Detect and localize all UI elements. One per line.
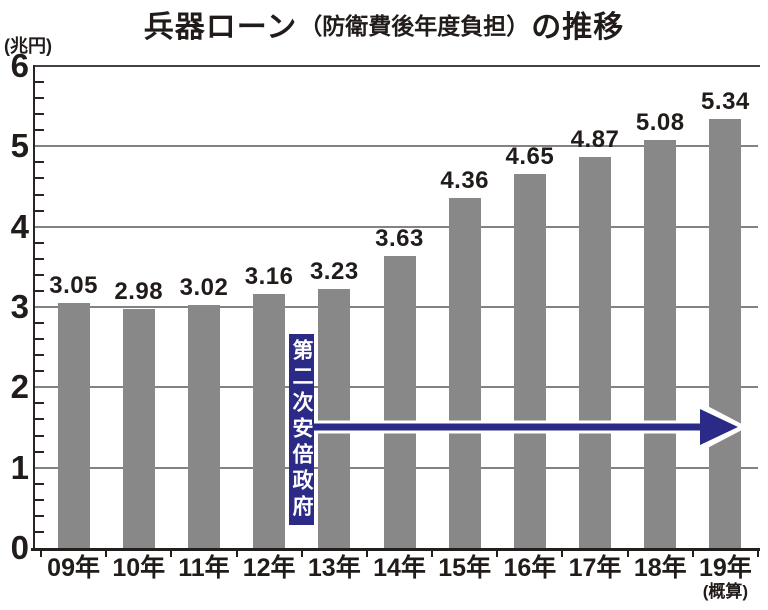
bar — [122, 308, 155, 548]
bar-value-label: 3.23 — [309, 257, 359, 285]
y-axis-unit-label: (兆円) — [4, 36, 52, 56]
chart-title-suffix: の推移 — [531, 11, 625, 44]
x-axis-tick — [626, 551, 629, 557]
x-axis-tick — [431, 551, 434, 557]
bar-value-label: 5.08 — [635, 108, 685, 136]
x-axis-label: 19年 (概算) — [679, 555, 768, 602]
y-axis-label: 0 — [10, 529, 29, 566]
bar-value-label: 2.98 — [114, 277, 164, 305]
y-minor-tick — [35, 193, 44, 196]
bar-value-label: 3.16 — [244, 263, 294, 291]
y-minor-tick — [35, 257, 44, 260]
y-minor-tick — [35, 209, 44, 212]
annotation-abe-government-box: 第二次安倍政府 — [289, 334, 314, 525]
x-axis-label: 10年 — [112, 554, 166, 582]
bar-value-label: 4.65 — [505, 143, 555, 171]
y-minor-tick — [35, 434, 44, 437]
y-axis-line — [33, 65, 35, 551]
y-minor-tick — [35, 97, 44, 100]
x-axis-label: 14年 — [373, 554, 426, 582]
x-axis-label: 15年 — [438, 554, 492, 582]
y-minor-tick — [35, 514, 44, 517]
y-minor-tick — [35, 289, 44, 292]
y-axis-label: 6 — [10, 47, 29, 84]
x-axis-tick — [365, 551, 368, 557]
plot-top-border — [33, 65, 760, 67]
x-axis-tick — [300, 551, 303, 557]
bar-value-label: 3.02 — [179, 274, 229, 302]
timeline-arrow-icon — [314, 401, 744, 453]
bar-value-label: 3.63 — [375, 225, 424, 253]
y-gridline — [35, 225, 758, 228]
bar-value-label: 3.05 — [49, 271, 98, 299]
bar — [513, 174, 546, 548]
x-axis-tick — [40, 551, 42, 557]
y-minor-tick — [35, 129, 44, 132]
y-minor-tick — [35, 177, 44, 180]
x-axis-tick — [496, 551, 499, 557]
chart-title: 兵器ローン （防衛費後年度負担） の推移 — [0, 2, 768, 46]
chart-title-main: 兵器ローン — [143, 11, 298, 44]
bar — [383, 256, 416, 548]
x-axis-line — [31, 548, 760, 551]
y-minor-tick — [35, 241, 44, 244]
y-minor-tick — [35, 338, 44, 341]
bar — [709, 119, 742, 548]
x-axis-label: 09年 — [47, 554, 100, 582]
chart-title-paren: （防衛費後年度負担） — [299, 13, 530, 39]
y-axis-label: 3 — [10, 288, 29, 325]
y-minor-tick — [35, 530, 44, 533]
x-axis-label: 17年 — [568, 554, 622, 582]
y-axis-label: 2 — [10, 368, 29, 406]
y-minor-tick — [35, 273, 44, 276]
x-axis-label-note: (概算) — [702, 582, 749, 601]
y-minor-tick — [35, 81, 44, 84]
y-minor-tick — [35, 113, 44, 116]
bar — [318, 288, 351, 548]
y-minor-tick — [35, 482, 44, 485]
x-axis-label: 11年 — [178, 554, 230, 582]
bar — [187, 305, 220, 548]
x-axis-label: 12年 — [242, 554, 296, 582]
bar-value-label: 5.34 — [701, 88, 750, 116]
y-axis-label: 1 — [10, 448, 29, 486]
y-minor-tick — [35, 354, 44, 357]
y-minor-tick — [35, 418, 44, 421]
bar-value-label: 4.87 — [570, 125, 620, 153]
y-minor-tick — [35, 322, 44, 325]
bar-value-label: 4.36 — [440, 166, 490, 194]
x-axis-label: 13年 — [307, 554, 361, 582]
x-axis-label: 16年 — [503, 554, 557, 582]
y-axis-label: 4 — [10, 207, 29, 245]
y-axis-label: 5 — [10, 127, 29, 165]
y-minor-tick — [35, 161, 44, 164]
x-axis-tick — [561, 551, 564, 557]
y-minor-tick — [35, 402, 44, 405]
bar — [57, 302, 90, 548]
x-axis-tick — [105, 551, 108, 557]
annotation-label: 第二次安倍政府 — [290, 338, 313, 521]
x-axis-tick — [170, 551, 173, 557]
y-minor-tick — [35, 450, 44, 453]
y-minor-tick — [35, 370, 44, 373]
x-axis-label: 18年 — [633, 554, 687, 582]
y-minor-tick — [35, 498, 44, 501]
x-axis-tick — [691, 551, 694, 557]
bar — [253, 294, 286, 548]
x-axis-tick — [235, 551, 238, 557]
bar — [579, 156, 612, 548]
x-axis-tick — [757, 551, 759, 557]
bar — [644, 139, 677, 548]
bar — [448, 197, 481, 548]
y-gridline — [35, 145, 758, 148]
